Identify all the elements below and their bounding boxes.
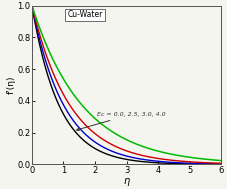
X-axis label: η: η — [123, 176, 129, 186]
Y-axis label: f'(η): f'(η) — [7, 76, 16, 94]
Text: Ec = 0.0, 2.5, 3.0, 4.0: Ec = 0.0, 2.5, 3.0, 4.0 — [76, 112, 165, 131]
Text: Cu-Water: Cu-Water — [67, 10, 102, 19]
